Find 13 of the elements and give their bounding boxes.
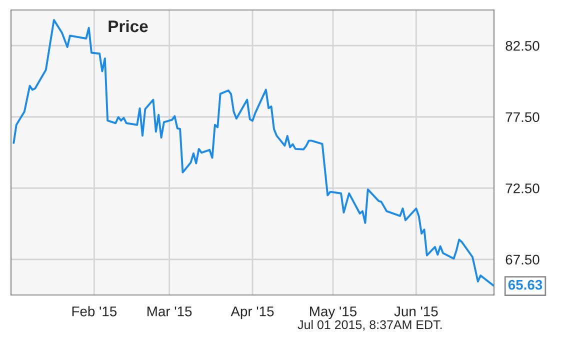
line-series (12, 19, 494, 287)
y-tick-label: 72.50 (506, 183, 540, 194)
y-tick-label: 67.50 (506, 254, 540, 265)
x-tick-label: Jun '15 (394, 306, 438, 316)
x-tick-label: May '15 (310, 306, 357, 320)
x-tick-label: Mar '15 (148, 306, 192, 316)
y-tick-label: 82.50 (506, 40, 540, 51)
y-tick-label: 77.50 (506, 112, 540, 122)
annotation: 65.63 (508, 280, 542, 290)
chart-title: Price (108, 20, 148, 32)
x-tick-label: Feb '15 (72, 306, 117, 316)
text: Jul 01 2015, 8:37AM EDT. (298, 320, 442, 331)
x-tick-label: Apr '15 (230, 306, 274, 320)
